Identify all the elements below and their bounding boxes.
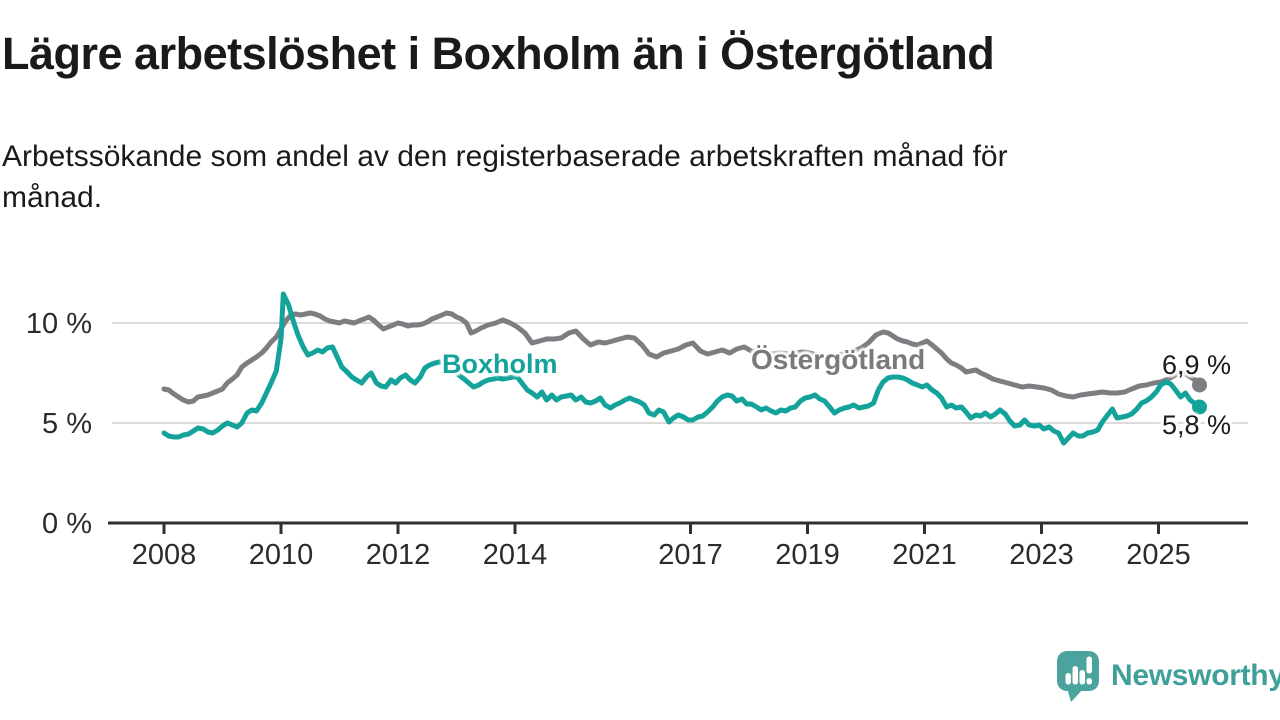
series-line-boxholm xyxy=(161,291,1202,446)
y-tick-label: 5 % xyxy=(42,408,92,440)
series-label-ostergotland: Östergötland xyxy=(751,344,926,375)
y-tick-label: 0 % xyxy=(42,508,92,540)
page-subtitle: Arbetssökande som andel av den registerb… xyxy=(2,136,1192,218)
series-end-dot-östergötland xyxy=(1192,377,1207,393)
subtitle-line-1: Arbetssökande som andel av den registerb… xyxy=(2,140,1008,173)
newsworthy-logo: Newsworthy xyxy=(1054,648,1280,704)
series-label-boxholm: Boxholm xyxy=(442,349,558,379)
x-tick-label: 2025 xyxy=(1126,539,1191,571)
newsworthy-logo-icon xyxy=(1057,651,1099,702)
x-tick-label: 2008 xyxy=(132,539,197,571)
y-tick-label: 10 % xyxy=(26,308,92,340)
end-value-label-boxholm: 5,8 % xyxy=(1162,410,1232,440)
series-line-östergötland xyxy=(161,310,1202,405)
newsworthy-logo-text: Newsworthy xyxy=(1111,659,1280,692)
x-tick-label: 2010 xyxy=(249,539,314,571)
x-tick-label: 2019 xyxy=(775,539,840,571)
end-value-label-ostergotland: 6,9 % xyxy=(1162,350,1232,380)
series-end-dot-boxholm xyxy=(1192,399,1207,415)
x-tick-label: 2012 xyxy=(366,539,431,571)
x-tick-label: 2014 xyxy=(483,539,548,571)
subtitle-line-2: månad. xyxy=(2,181,103,214)
x-tick-label: 2021 xyxy=(892,539,957,571)
x-tick-label: 2023 xyxy=(1009,539,1074,571)
x-tick-label: 2017 xyxy=(658,539,723,571)
page-title: Lägre arbetslöshet i Boxholm än i Österg… xyxy=(2,28,995,79)
